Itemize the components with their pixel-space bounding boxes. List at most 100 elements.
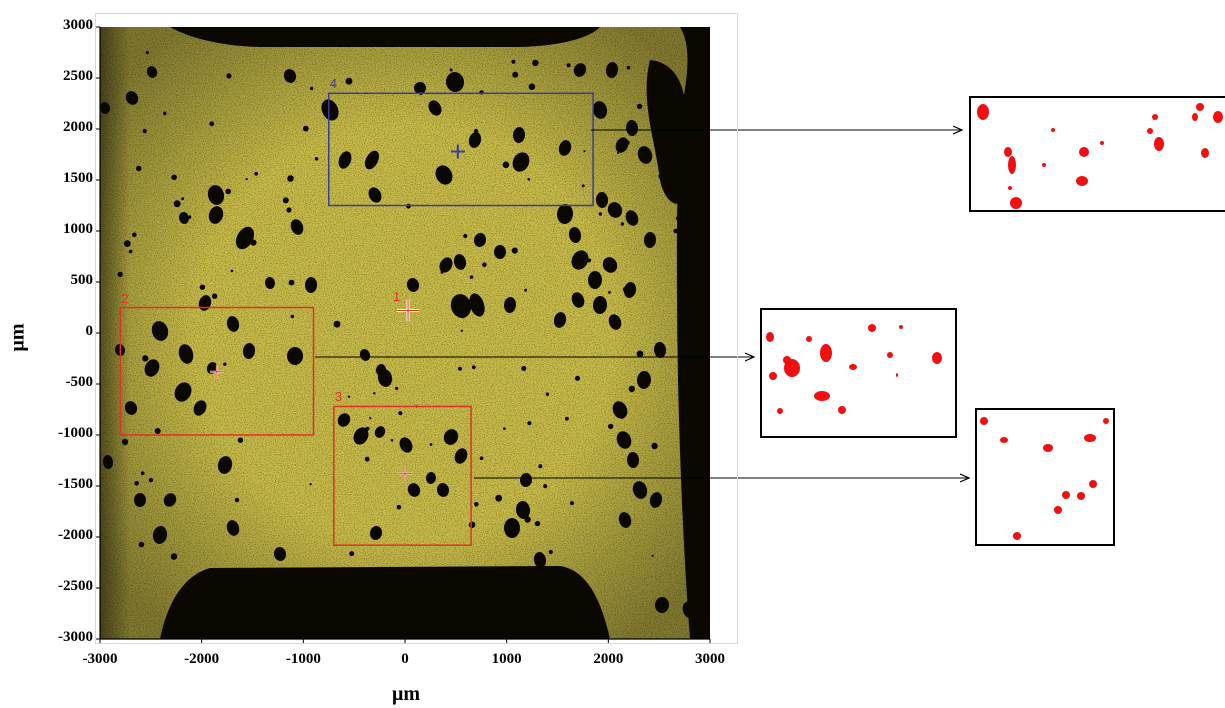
small-particle (142, 355, 149, 362)
small-particle (471, 365, 476, 370)
red-spot (820, 344, 832, 362)
small-particle (524, 288, 527, 292)
region-4-inset (969, 96, 1225, 212)
small-particle (199, 284, 206, 290)
particle (193, 400, 207, 416)
small-particle (154, 428, 161, 434)
small-particle (250, 239, 257, 246)
particle (178, 212, 190, 224)
particle (100, 102, 111, 114)
small-particle (438, 170, 444, 176)
small-particle (333, 320, 341, 328)
particle (435, 165, 453, 185)
small-particle (566, 63, 571, 68)
x-tick-label: -2000 (184, 651, 220, 667)
small-particle (624, 140, 630, 146)
region-3-label: 3 (334, 389, 343, 405)
small-particle (673, 228, 678, 234)
red-spot (1089, 480, 1097, 488)
particle (407, 483, 421, 497)
small-particle (545, 392, 550, 396)
y-tick-label: 0 (85, 323, 94, 339)
small-particle (440, 270, 444, 274)
small-particle (636, 103, 643, 110)
small-particle (474, 502, 479, 507)
small-particle (302, 125, 309, 132)
particle (286, 347, 304, 365)
small-particle (173, 200, 181, 208)
particle (264, 277, 276, 289)
small-particle (622, 286, 629, 293)
small-particle (254, 171, 259, 176)
red-spot (838, 406, 846, 414)
small-particle (286, 207, 292, 213)
small-particle (145, 51, 149, 55)
y-tick-label: -1000 (58, 425, 93, 441)
small-particle (223, 362, 227, 366)
particle (359, 349, 371, 361)
particle (625, 120, 639, 136)
small-particle (138, 541, 145, 548)
small-particle (136, 165, 142, 172)
particle (208, 206, 224, 224)
particle (151, 321, 169, 341)
particle (226, 520, 240, 536)
red-spot (980, 417, 988, 425)
red-spot (1008, 156, 1016, 174)
small-particle (460, 312, 466, 319)
small-particle (209, 121, 215, 127)
small-particle (373, 392, 376, 395)
particle (595, 192, 609, 208)
particle (174, 382, 192, 402)
particle (364, 150, 380, 170)
particle (337, 413, 351, 427)
particle (602, 257, 618, 273)
x-tick-label: 2000 (593, 651, 624, 667)
particle (493, 245, 507, 259)
region-4-label: 4 (329, 76, 337, 92)
small-particle (458, 366, 462, 371)
small-particle (429, 443, 433, 446)
small-particle (347, 395, 351, 398)
region-4-spots (977, 103, 1223, 209)
particle (682, 601, 698, 619)
particle (649, 492, 663, 508)
y-tick-label: 1500 (63, 170, 93, 186)
particle (468, 132, 482, 148)
particle (533, 552, 547, 568)
x-tick-label: -3000 (82, 651, 118, 667)
particle (605, 62, 619, 78)
small-particle (521, 366, 527, 371)
small-particle (626, 65, 631, 70)
particle (443, 429, 459, 445)
particle (235, 226, 255, 250)
particle (653, 342, 667, 358)
region-3-spots (980, 417, 1109, 540)
small-particle (132, 232, 137, 238)
region-1-label: 1 (393, 288, 401, 304)
red-spot (1103, 418, 1109, 424)
small-particle (349, 551, 355, 557)
small-particle (128, 249, 133, 254)
particle (353, 427, 369, 445)
red-spot (766, 332, 774, 342)
region-2-inset (760, 308, 957, 438)
small-particle (574, 375, 581, 381)
particle (406, 278, 420, 292)
red-spot (1201, 148, 1209, 158)
small-particle (608, 291, 611, 294)
small-particle (140, 471, 145, 476)
particle (592, 101, 608, 119)
particle (612, 401, 628, 419)
red-spot (1077, 492, 1085, 500)
particle (125, 91, 139, 105)
small-particle (495, 494, 503, 502)
region-3-box (333, 405, 472, 546)
particle (453, 254, 467, 270)
small-particle (309, 86, 314, 91)
small-particle (181, 197, 185, 201)
small-particle (282, 197, 289, 204)
red-spot (868, 324, 876, 332)
region-3-inset (975, 408, 1115, 546)
small-particle (608, 423, 614, 430)
